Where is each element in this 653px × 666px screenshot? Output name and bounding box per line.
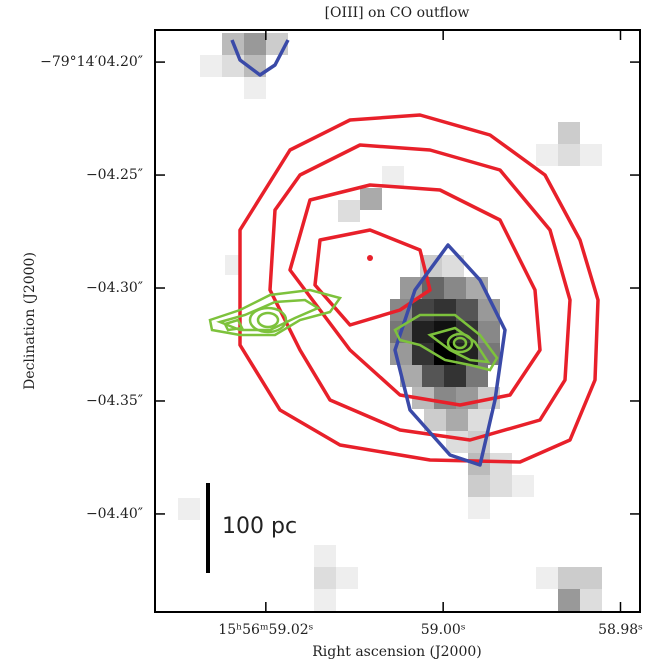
y-tick-label: −79°14′04.20″ <box>40 54 143 70</box>
chart-title: [OIII] on CO outflow <box>325 5 470 21</box>
figure: 100 pc [OIII] on CO outflow Right ascens… <box>0 0 653 666</box>
x-tick-label: 15ʰ56ᵐ59.02ˢ <box>218 622 313 638</box>
x-tick-label: 58.98ˢ <box>598 622 643 638</box>
x-axis-label: Right ascension (J2000) <box>312 644 481 660</box>
y-tick-label: −04.30″ <box>86 280 143 296</box>
scale-label: 100 pc <box>222 514 297 539</box>
y-tick-label: −04.25″ <box>86 167 143 183</box>
y-tick-label: −04.35″ <box>86 393 143 409</box>
y-tick-label: −04.40″ <box>86 506 143 522</box>
y-axis-label: Declination (J2000) <box>22 252 38 390</box>
x-tick-label: 59.00ˢ <box>421 622 466 638</box>
